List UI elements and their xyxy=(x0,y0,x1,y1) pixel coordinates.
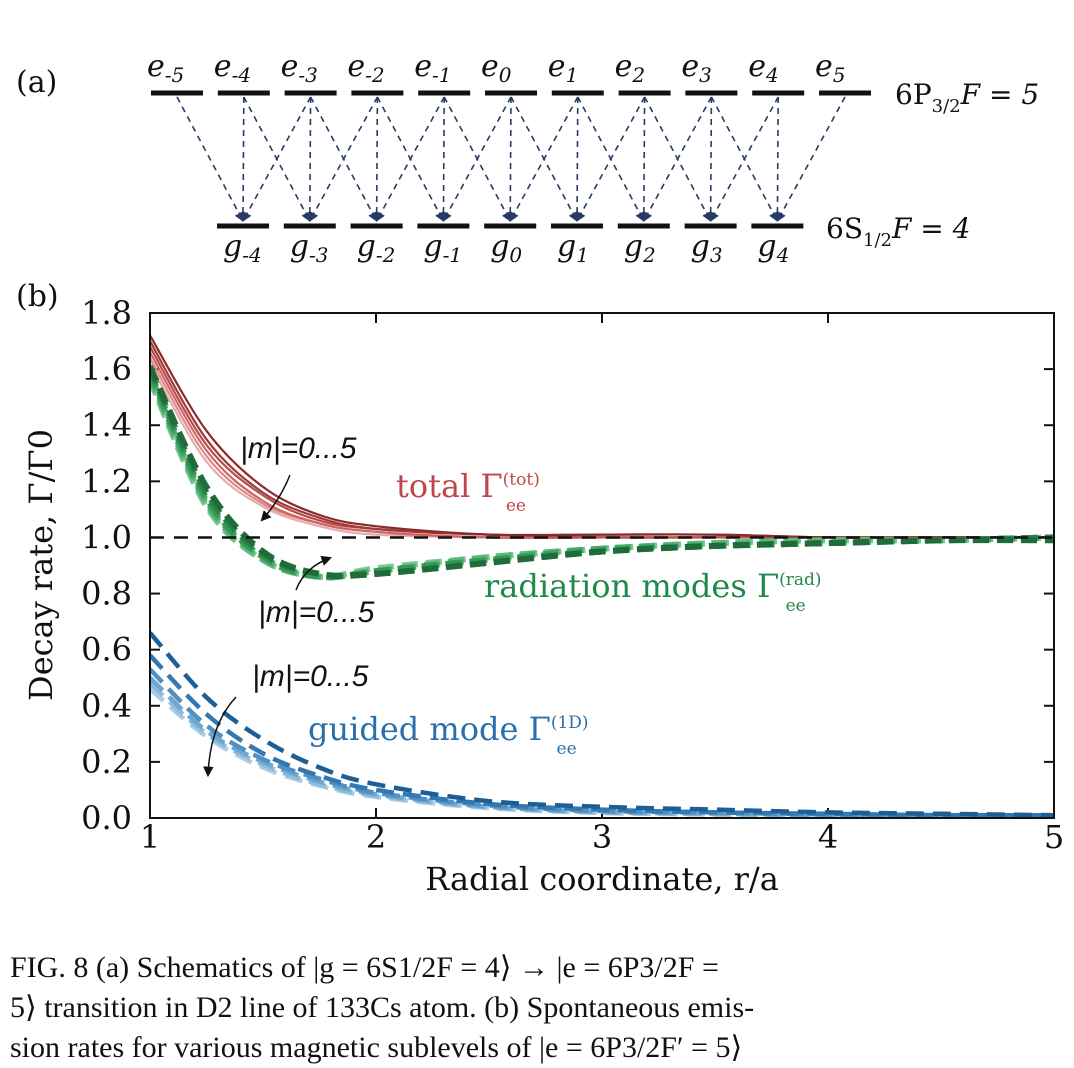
transition-arrow xyxy=(576,96,646,222)
ground-level-label: g-3 xyxy=(290,229,329,267)
excited-level-label: e-2 xyxy=(347,49,384,87)
x-tick-label: 1 xyxy=(140,818,160,856)
x-tick-label: 3 xyxy=(592,818,612,856)
ground-level-label: g-2 xyxy=(357,229,396,267)
y-tick-label: 1.2 xyxy=(81,462,132,500)
y-tick-label: 0.0 xyxy=(81,799,132,837)
tick-labels: 1 2 3 4 5 0.0 0.2 0.4 0.6 0.8 1.0 1.2 1.4 1.6 1.8 xyxy=(81,294,1064,856)
panel-a-label: (a) xyxy=(16,65,57,100)
transition-arrow xyxy=(643,96,713,222)
total-annotation: total Γ(tot) ee xyxy=(396,467,540,516)
ground-levels: g-4 g-3 g-2 g-1 g0 g1 g2 g3 g4 xyxy=(217,223,804,267)
transition-arrow xyxy=(238,96,248,222)
caption-line-2: 5⟩ transition in D2 line of 133Cs atom. … xyxy=(10,991,755,1024)
ground-level-label: g1 xyxy=(557,229,589,267)
y-axis-label: Decay rate, Γ/Γ0 xyxy=(22,429,60,701)
transition-arrow xyxy=(772,96,783,222)
y-tick-label: 1.0 xyxy=(81,518,132,556)
excited-level-label: e0 xyxy=(481,49,512,87)
transition-arrow xyxy=(639,96,649,222)
ground-level-label: g3 xyxy=(691,229,723,267)
excited-level-label: e3 xyxy=(681,49,712,87)
transition-arrow xyxy=(438,96,449,222)
plot-frame xyxy=(149,312,1055,819)
excited-level-label: e-1 xyxy=(414,49,451,87)
excited-levels: e-5 e-4 e-3 e-2 e-1 e0 e1 e2 e3 e4 e5 xyxy=(147,49,871,96)
transition-arrow xyxy=(375,96,445,222)
transition-arrow xyxy=(305,96,315,222)
ground-state-term: 6S1/2F = 4 xyxy=(826,212,970,251)
arrow-guided xyxy=(203,696,237,778)
transition-arrow xyxy=(242,96,312,222)
y-tick-label: 0.6 xyxy=(81,631,132,669)
excited-level-label: e2 xyxy=(615,49,646,87)
transition-arrow xyxy=(505,96,516,222)
guided-series-line xyxy=(150,676,1054,818)
ground-level-label: g-4 xyxy=(223,229,262,267)
caption-line-3: sion rates for various magnetic sublevel… xyxy=(10,1031,743,1064)
panel-a-level-diagram: (a) e-5 e-4 e-3 e-2 e-1 e0 e1 e2 e3 e4 e5 g-4 g-3 g-… xyxy=(16,49,1039,267)
m-label-total: |m|=0...5 xyxy=(240,432,357,465)
y-tick-label: 1.8 xyxy=(81,294,132,332)
ground-level-label: g2 xyxy=(624,229,656,267)
figure-caption: FIG. 8 (a) Schematics of |g = 6S1/2F = 4… xyxy=(10,948,1040,1068)
transition-arrow xyxy=(509,96,579,222)
y-tick-label: 0.2 xyxy=(81,743,132,781)
m-label-radiation: |m|=0...5 xyxy=(258,596,375,629)
transition-arrow xyxy=(572,96,582,222)
guided-series-line xyxy=(150,653,1054,818)
transition-arrow xyxy=(176,96,244,222)
y-tick-label: 1.6 xyxy=(81,350,132,388)
arrow-total xyxy=(260,474,291,522)
ground-level-label: g0 xyxy=(490,229,522,267)
transition-arrow xyxy=(371,96,382,222)
guided-curves xyxy=(150,631,1054,818)
m-label-guided: |m|=0...5 xyxy=(252,660,369,693)
radiation-series-line xyxy=(150,365,1054,580)
excited-level-label: e5 xyxy=(815,49,846,87)
transition-arrow xyxy=(709,96,779,222)
x-tick-label: 5 xyxy=(1044,818,1064,856)
panel-b-label: (b) xyxy=(16,279,59,314)
transition-arrow xyxy=(776,96,846,222)
excited-level-label: e-4 xyxy=(214,49,251,87)
excited-level-label: e1 xyxy=(548,49,579,87)
excited-level-label: e4 xyxy=(748,49,779,87)
y-tick-label: 1.4 xyxy=(81,406,132,444)
excited-level-label: e-5 xyxy=(147,49,184,87)
radiation-curves xyxy=(150,365,1054,581)
excited-state-term: 6P3/2F = 5 xyxy=(895,78,1039,117)
x-tick-label: 2 xyxy=(366,818,386,856)
guided-series-line xyxy=(150,631,1054,818)
radiation-series-line xyxy=(150,373,1054,581)
guided-annotation: guided mode Γ(1D) ee xyxy=(308,710,589,759)
transition-arrow xyxy=(442,96,512,222)
arrow-radiation xyxy=(295,555,332,591)
ground-level-label: g-1 xyxy=(423,229,462,267)
guided-series-line xyxy=(150,681,1054,818)
figure-8: (a) e-5 e-4 e-3 e-2 e-1 e0 e1 e2 e3 e4 e5 g-4 g-3 g-… xyxy=(16,49,1064,898)
radiation-annotation: radiation modes Γ(rad) ee xyxy=(484,567,822,616)
transition-arrow xyxy=(309,96,379,222)
caption-line-1: FIG. 8 (a) Schematics of |g = 6S1/2F = 4… xyxy=(10,951,719,984)
y-tick-label: 0.4 xyxy=(81,687,132,725)
radiation-series-line xyxy=(150,367,1054,579)
transition-arrow xyxy=(705,96,716,222)
y-tick-label: 0.8 xyxy=(81,575,132,613)
transition-arrows xyxy=(176,96,846,222)
panel-b-decay-rate-chart: (b) 1 2 3 4 50.00.20.40.60.81.01.21.41.61.8 … xyxy=(16,279,1064,898)
x-tick-label: 4 xyxy=(818,818,838,856)
excited-level-label: e-3 xyxy=(281,49,318,87)
ground-level-label: g4 xyxy=(757,229,789,267)
guided-series-line xyxy=(150,687,1054,818)
x-axis-label: Radial coordinate, r/a xyxy=(425,860,779,898)
